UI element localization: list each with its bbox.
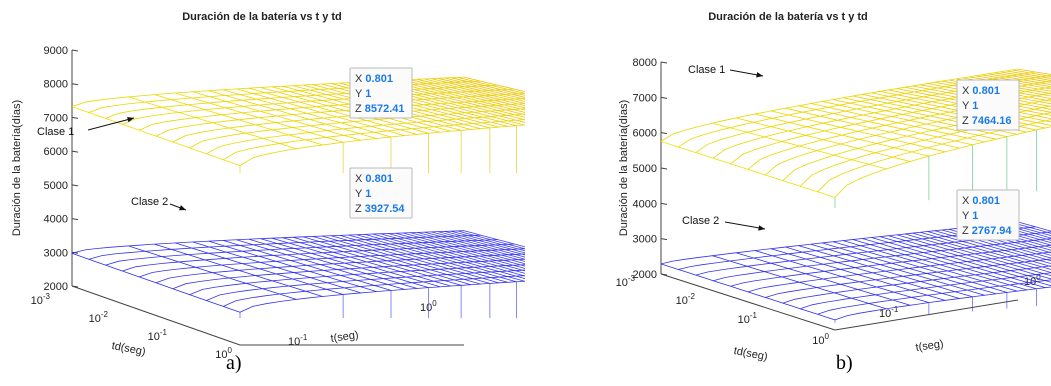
datatip-row: X 0.801: [355, 173, 393, 185]
chart-b-title: Duración de la batería vs t y td: [708, 11, 868, 23]
chart-b-svg: Duración de la batería vs t y td 8000 700…: [525, 0, 1051, 381]
x-tick-exponent: -1: [750, 311, 758, 320]
x-tick-exponent: -2: [688, 292, 696, 301]
z-tick-label: 7000: [633, 92, 657, 104]
z-axis-label: Duración de la batería(días): [11, 100, 23, 236]
z-axis-label: Duración de la batería(días): [618, 100, 630, 236]
datatip-row: Y 1: [355, 88, 371, 100]
z-tick: [661, 97, 667, 98]
datatip-row: Z 2767.94: [962, 225, 1012, 237]
y-tick-exponent: 0: [432, 299, 437, 308]
surface-1: [72, 77, 525, 173]
figure-a: Duración de la batería vs t y td 9000 800…: [0, 0, 525, 386]
series-label: Clase 2: [131, 196, 168, 208]
series-arrow: [88, 118, 134, 130]
series-arrow-head: [758, 225, 765, 230]
z-tick: [661, 62, 667, 63]
z-tick-label: 2000: [633, 269, 657, 281]
datatip-value: 0.801: [972, 85, 1000, 97]
z-tick-label: 3000: [44, 247, 68, 259]
z-tick: [72, 117, 78, 118]
z-tick-label: 8000: [44, 79, 68, 91]
x-tick-exponent: -3: [43, 292, 51, 301]
datatip-row: X 0.801: [355, 73, 393, 85]
z-tick: [72, 219, 78, 220]
datatip-value: 3927.54: [365, 203, 406, 215]
x-tick-exponent: 0: [825, 332, 830, 341]
z-tick-label: 3000: [633, 234, 657, 246]
z-tick: [661, 168, 667, 169]
x-tick-exponent: -3: [628, 274, 636, 283]
z-tick-label: 6000: [44, 146, 68, 158]
z-tick: [72, 185, 78, 186]
datatip-row: Z 7464.16: [962, 115, 1012, 127]
z-tick: [661, 133, 667, 134]
datatip-row: Z 3927.54: [355, 203, 405, 215]
z-tick-label: 9000: [44, 45, 68, 57]
x-axis-label: td(seg): [733, 345, 769, 363]
z-tick-label: 5000: [633, 163, 657, 175]
datatip-value: 1: [972, 210, 978, 222]
chart-b-annotations: X 0.801 Y 1 Z 7464.16 X 0.801 Y 1 Z 2767.94 Cl…: [682, 64, 1019, 240]
z-tick-label: 6000: [633, 128, 657, 140]
datatip-value: 1: [365, 88, 371, 100]
x-tick-label: 100: [812, 332, 829, 347]
datatip: X 0.801 Y 1 Z 8572.41: [350, 68, 412, 118]
surface-2: [72, 231, 525, 318]
z-tick: [72, 151, 78, 152]
datatip-value: 8572.41: [365, 103, 405, 115]
caption-b: b): [836, 352, 853, 375]
z-tick-label: 4000: [44, 214, 68, 226]
datatip-value: 7464.16: [972, 115, 1012, 127]
x-tick-label: 10-2: [89, 310, 109, 325]
datatip-row: X 0.801: [962, 85, 1000, 97]
datatip-value: 0.801: [972, 195, 1000, 207]
series-arrow-head: [179, 205, 186, 210]
y-axis-label: t(seg): [330, 329, 360, 345]
datatip-value: 1: [365, 188, 371, 200]
datatip-row: Z 8572.41: [355, 103, 405, 115]
z-tick-label: 4000: [633, 198, 657, 210]
x-tick-exponent: -1: [160, 328, 168, 337]
datatip-value: 1: [972, 100, 978, 112]
y-tick-exponent: -1: [300, 333, 308, 342]
chart-a-title: Duración de la batería vs t y td: [182, 11, 342, 23]
z-tick-label: 7000: [44, 112, 68, 124]
y-axis-label: t(seg): [915, 338, 945, 354]
x-tick-label: 10-3: [616, 274, 636, 289]
z-tick: [661, 239, 667, 240]
datatip-row: Y 1: [962, 210, 978, 222]
x-tick-label: 10-2: [676, 292, 696, 307]
y-tick-exponent: -1: [891, 305, 899, 314]
datatip-value: 0.801: [365, 73, 393, 85]
series-arrow-head: [756, 72, 763, 77]
z-tick-label: 8000: [633, 57, 657, 69]
z-tick: [661, 203, 667, 204]
series-label: Clase 2: [682, 215, 719, 227]
z-tick-label: 5000: [44, 180, 68, 192]
datatip: X 0.801 Y 1 Z 2767.94: [957, 190, 1019, 240]
y-tick-label: 10-1: [288, 333, 308, 348]
z-tick: [72, 84, 78, 85]
datatip-row: Y 1: [355, 188, 371, 200]
series-label: Clase 1: [688, 64, 725, 76]
x-tick-label: 10-3: [31, 292, 51, 307]
datatip-row: X 0.801: [962, 195, 1000, 207]
series-label: Clase 1: [37, 126, 74, 138]
datatip-value: 0.801: [365, 173, 393, 185]
x-axis-label: td(seg): [111, 340, 147, 358]
caption-a: a): [226, 352, 242, 375]
datatip-value: 2767.94: [972, 225, 1013, 237]
x-tick-exponent: -2: [101, 310, 109, 319]
datatip-row: Y 1: [962, 100, 978, 112]
z-tick: [72, 50, 78, 51]
x-tick-label: 10-1: [148, 328, 168, 343]
figure-b: Duración de la batería vs t y td 8000 700…: [525, 0, 1051, 386]
datatip: X 0.801 Y 1 Z 3927.54: [350, 168, 412, 218]
chart-a-svg: Duración de la batería vs t y td 9000 800…: [0, 0, 525, 381]
x-tick-label: 10-1: [738, 311, 758, 326]
datatip: X 0.801 Y 1 Z 7464.16: [957, 80, 1019, 130]
